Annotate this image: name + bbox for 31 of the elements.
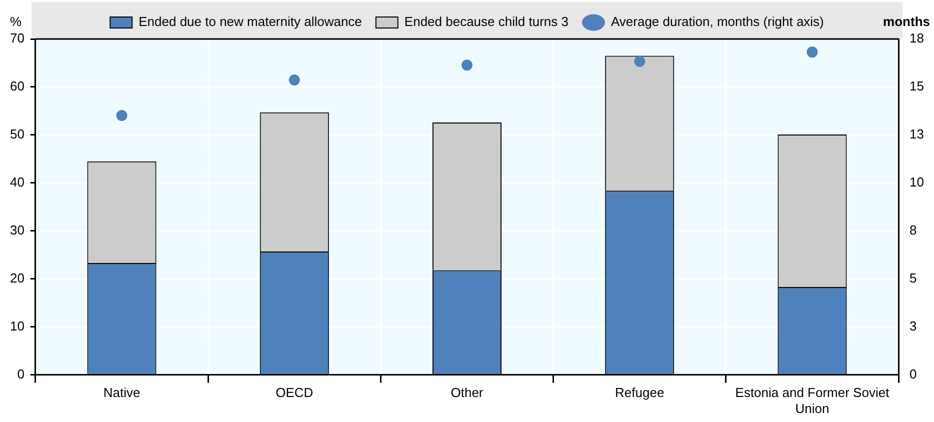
y-tick-label: 10: [10, 318, 24, 334]
legend-label: Ended due to new maternity allowance: [138, 14, 362, 30]
y2-tick-label: 8: [910, 222, 917, 238]
y2-axis-title: months: [883, 14, 930, 30]
x-tick-label: Native: [103, 385, 140, 400]
y2-tick-label: 15: [910, 78, 924, 94]
y2-tick-label: 13: [910, 126, 924, 142]
y-axis-title: %: [10, 14, 22, 30]
legend-label: Average duration, months (right axis): [610, 14, 824, 30]
y-tick-label: 60: [10, 78, 24, 94]
y2-tick-label: 3: [910, 318, 917, 334]
y2-tick-label: 10: [910, 174, 924, 190]
y-tick-label: 0: [17, 366, 24, 382]
y-tick-label: 70: [10, 30, 24, 46]
point: [116, 110, 128, 121]
y2-tick-label: 0: [910, 366, 917, 382]
y2-tick-label: 18: [910, 30, 924, 46]
x-tick-label: OECD: [276, 385, 314, 400]
point: [634, 56, 646, 67]
point: [288, 74, 300, 86]
point: [462, 60, 472, 71]
legend-label: Ended because child turns 3: [404, 14, 568, 30]
point: [806, 46, 818, 58]
y-tick-label: 30: [10, 222, 24, 238]
y-tick-label: 20: [10, 270, 24, 286]
y-tick-label: 50: [10, 126, 24, 142]
x-tick-label: Estonia and Former Soviet Union: [735, 385, 890, 416]
y-tick-label: 40: [10, 174, 24, 190]
x-tick-label: Other: [450, 385, 484, 400]
x-tick-label: Refugee: [615, 385, 664, 400]
y2-tick-label: 5: [910, 270, 917, 286]
